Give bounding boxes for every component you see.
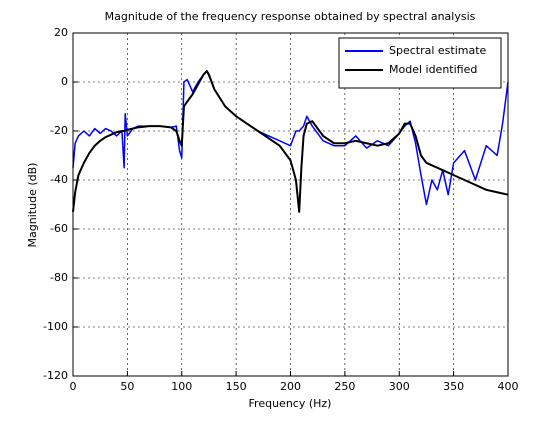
chart-title: Magnitude of the frequency response obta… bbox=[105, 10, 476, 23]
y-tick-label: -40 bbox=[50, 173, 68, 186]
y-tick-label: -80 bbox=[50, 271, 68, 284]
y-tick-label: -20 bbox=[50, 124, 68, 137]
y-tick-label: -60 bbox=[50, 222, 68, 235]
x-tick-label: 50 bbox=[120, 380, 134, 393]
legend-label: Model identified bbox=[389, 63, 477, 76]
y-tick-label: 0 bbox=[61, 75, 68, 88]
y-tick-label: -100 bbox=[43, 320, 68, 333]
x-tick-label: 400 bbox=[498, 380, 519, 393]
x-tick-label: 200 bbox=[280, 380, 301, 393]
x-tick-label: 150 bbox=[226, 380, 247, 393]
legend-box bbox=[338, 37, 502, 89]
x-tick-label: 250 bbox=[334, 380, 355, 393]
legend: Spectral estimate Model identified bbox=[338, 37, 502, 89]
axes-box bbox=[72, 32, 509, 377]
x-tick-label: 350 bbox=[443, 380, 464, 393]
y-axis-label: Magnitude (dB) bbox=[26, 163, 39, 248]
y-tick-label: -120 bbox=[43, 369, 68, 382]
x-tick-label: 100 bbox=[171, 380, 192, 393]
legend-label: Spectral estimate bbox=[389, 44, 487, 57]
x-tick-label: 300 bbox=[389, 380, 410, 393]
x-tick-label: 0 bbox=[70, 380, 77, 393]
x-axis-label: Frequency (Hz) bbox=[249, 397, 332, 410]
y-tick-label: 20 bbox=[54, 26, 68, 39]
series-line bbox=[72, 69, 509, 213]
